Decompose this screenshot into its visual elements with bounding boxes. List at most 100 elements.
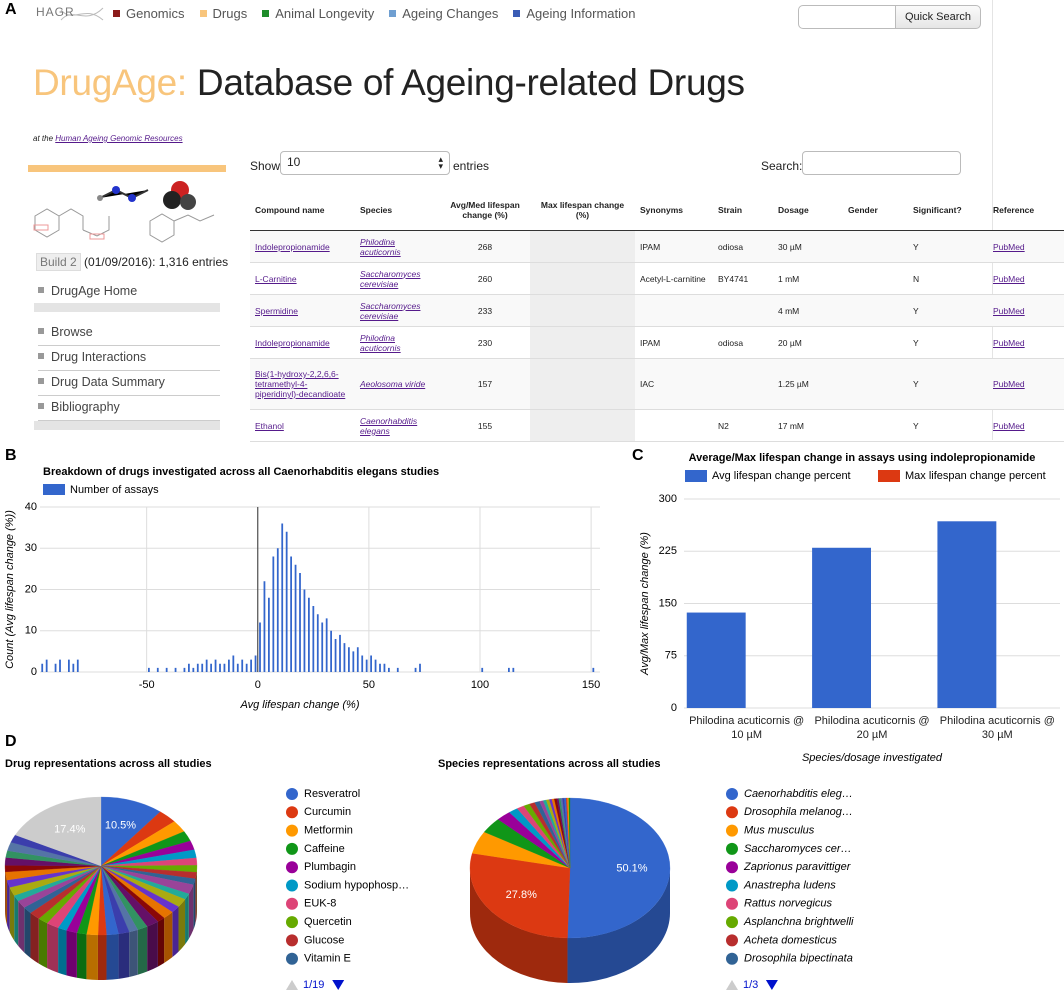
table-cell[interactable]: Philodina acuticornis (355, 326, 440, 359)
quick-search-input[interactable] (798, 5, 896, 29)
pie-slice (100, 857, 198, 867)
table-cell[interactable]: Philodina acuticornis (355, 230, 440, 263)
menu-item[interactable]: Browse (38, 321, 220, 346)
table-cell[interactable]: Caenorhabditis elegans (355, 409, 440, 442)
column-header[interactable]: Strain (713, 190, 773, 231)
nav-item[interactable]: Ageing Information (513, 6, 635, 21)
x-tick-label: -50 (139, 679, 155, 691)
pie-side (157, 918, 165, 967)
menu-item[interactable]: Drug Data Summary (38, 371, 220, 396)
legend-marker (726, 861, 738, 874)
pie-slice (6, 865, 102, 888)
table-cell[interactable]: PubMed (988, 294, 1064, 327)
pie-slice (7, 842, 102, 867)
column-header[interactable]: Synonyms (635, 190, 713, 231)
legend-marker (726, 916, 738, 929)
menu-label: Bibliography (51, 400, 120, 414)
pie-slice (5, 850, 102, 867)
table-cell[interactable]: PubMed (988, 409, 1064, 442)
page-size: 10 (287, 155, 301, 169)
histogram-bar (281, 523, 284, 672)
table-cell[interactable]: PubMed (988, 262, 1064, 295)
pie-side (58, 927, 67, 976)
table-cell: 1.25 µM (773, 358, 843, 410)
nav-item[interactable]: Ageing Changes (389, 6, 498, 21)
nav-item[interactable]: Drugs (199, 6, 248, 21)
table-cell[interactable]: PubMed (988, 326, 1064, 359)
accent-bar (28, 165, 226, 172)
build-link[interactable]: Build 2 (36, 253, 81, 271)
column-header[interactable]: Reference (988, 190, 1064, 231)
pager-prev[interactable] (726, 980, 738, 990)
pager-next[interactable] (332, 980, 345, 990)
nav-item[interactable]: Genomics (113, 6, 185, 21)
legend-swatch (878, 470, 900, 482)
menu-item[interactable]: Drug Interactions (38, 346, 220, 371)
pie-side (5, 871, 8, 926)
table-cell[interactable]: Indolepropionamide (250, 326, 355, 359)
table-cell[interactable]: Spermidine (250, 294, 355, 327)
nav-label[interactable]: Ageing Information (526, 6, 636, 21)
column-header[interactable]: Avg/Med lifespan change (%) (440, 190, 530, 231)
histogram-bar (183, 667, 186, 672)
column-header[interactable]: Gender (843, 190, 908, 231)
pie-slice (546, 799, 571, 869)
x-tick-label: 100 (471, 679, 489, 691)
page-size-select[interactable]: 10 ▴ ▾ (280, 151, 450, 175)
pie-slice (551, 798, 571, 869)
logo[interactable]: HAGR (36, 5, 75, 19)
column-header[interactable]: Compound name (250, 190, 355, 231)
histogram-bar (59, 659, 61, 672)
build-info: Build 2 (01/09/2016): 1,316 entries (36, 253, 228, 271)
pie-slice (554, 798, 571, 869)
column-header[interactable]: Significant? (908, 190, 988, 231)
column-header[interactable]: Species (355, 190, 440, 231)
nav-color (513, 10, 521, 17)
table-cell[interactable]: L-Carnitine (250, 262, 355, 295)
pie-slice (566, 797, 571, 869)
table-cell (635, 294, 713, 327)
table-cell: 1 mM (773, 262, 843, 295)
table-cell[interactable]: Indolepropionamide (250, 230, 355, 263)
column-header[interactable]: Dosage (773, 190, 843, 231)
table-cell[interactable]: Saccharomyces cerevisiae (355, 294, 440, 327)
pie-side (106, 933, 119, 980)
table-cell (843, 230, 908, 263)
pie-side (470, 868, 568, 983)
legend-label: Avg lifespan change percent (712, 470, 851, 482)
pie-slice (562, 797, 571, 869)
pie-slice (100, 865, 148, 930)
column-header[interactable]: Max lifespan change (%) (530, 190, 635, 231)
pie-slice (15, 796, 102, 867)
search-input[interactable] (802, 151, 961, 175)
table-cell[interactable]: Aeolosoma viride (355, 358, 440, 410)
pager-next[interactable] (765, 980, 778, 990)
menu-label: DrugAge Home (51, 284, 138, 298)
histogram-bar (41, 663, 44, 672)
subtitle-link[interactable]: Human Ageing Genomic Resources (55, 134, 183, 143)
nav-label[interactable]: Genomics (126, 6, 185, 21)
table-cell[interactable]: PubMed (988, 358, 1064, 410)
nav-label[interactable]: Ageing Changes (402, 6, 499, 21)
table-cell[interactable]: Ethanol (250, 409, 355, 442)
quick-search-button[interactable]: Quick Search (895, 5, 981, 29)
pie-side (24, 907, 31, 958)
legend-marker (286, 934, 298, 947)
legend-label: Drosophila bipectinata (744, 953, 853, 965)
nav-item[interactable]: Animal Longevity (262, 6, 374, 21)
pager-prev[interactable] (286, 980, 298, 990)
menu-item[interactable]: DrugAge Home (38, 280, 220, 304)
menu-item[interactable]: Bibliography (38, 396, 220, 421)
table-cell[interactable]: Saccharomyces cerevisiae (355, 262, 440, 295)
table-cell: BY4741 (713, 262, 773, 295)
table-cell[interactable]: PubMed (988, 230, 1064, 263)
table-cell[interactable]: Bis(1-hydroxy-2,2,6,6-tetramethyl-4-pipe… (250, 358, 355, 410)
table-container: Compound name Species Avg/Med lifespan cha… (250, 190, 1064, 442)
table-row: Ethanol Caenorhabditis elegans 155 N2 17 mM Y… (250, 409, 1064, 442)
nav-label[interactable]: Animal Longevity (275, 6, 375, 21)
histogram-bar (308, 597, 310, 672)
histogram-bar (259, 622, 261, 672)
legend-label: Asplanchna brightwelli (743, 916, 854, 928)
nav-label[interactable]: Drugs (212, 6, 248, 21)
title-accent: DrugAge: (33, 62, 187, 103)
